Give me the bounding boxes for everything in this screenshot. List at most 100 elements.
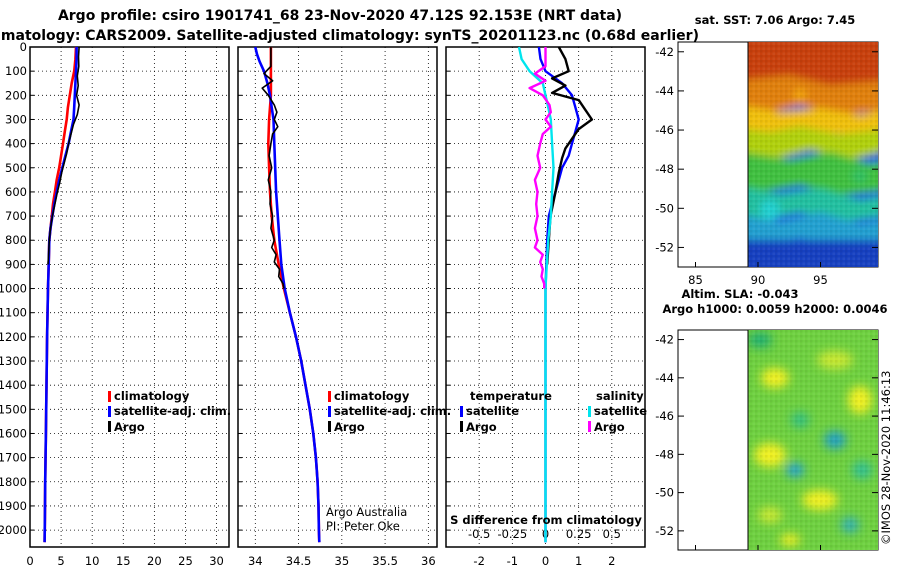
series-temperature-argo — [546, 46, 594, 265]
temperature-difference-tick-label: 0 — [542, 554, 549, 568]
legend-label-argo: Argo — [114, 420, 145, 434]
depth-tick-label: 1600 — [0, 426, 27, 440]
salinity-tick-label: 34 — [248, 554, 263, 568]
temperature-panel: 0100200300400500600700800900100011001200… — [0, 40, 231, 568]
depth-tick-label: 1100 — [0, 306, 27, 320]
lon-label: 90 — [751, 273, 766, 287]
salinity-series — [254, 46, 321, 543]
series-argo — [47, 46, 80, 265]
lat-label: -52 — [655, 524, 674, 538]
sla-title: Altim. SLA: -0.043 — [681, 287, 798, 301]
depth-tick-label: 1700 — [0, 451, 27, 465]
depth-tick-label: 0 — [20, 40, 27, 54]
lat-label: -44 — [655, 84, 674, 98]
legend-header-salinity: salinity — [596, 389, 644, 403]
depth-tick-label: 600 — [5, 185, 27, 199]
lat-label: -42 — [655, 333, 674, 347]
series-salinity-argo — [528, 47, 552, 289]
lat-label: -48 — [655, 162, 674, 176]
lon-label: 95 — [813, 273, 828, 287]
lon-label: 85 — [688, 273, 703, 287]
temperature-tick-label: 10 — [85, 554, 100, 568]
legend-label-climatology: climatology — [114, 389, 190, 403]
legend-swatch-satellite — [328, 406, 331, 417]
legend-label-salinity-argo: Argo — [594, 420, 625, 434]
depth-tick-label: 1800 — [0, 475, 27, 489]
salinity-tick-labels: 34 34.5 35 35.5 36 — [248, 554, 436, 568]
salinity-difference-tick-label: -0.25 — [497, 527, 527, 541]
salinity-panel: 34 34.5 35 35.5 36 climatology satellite-adj… — [237, 46, 451, 568]
lat-label: -50 — [655, 201, 674, 215]
salinity-grid — [238, 46, 437, 547]
legend-label-satellite: satellite-adj. clim. — [114, 404, 231, 418]
lat-label: -52 — [655, 240, 674, 254]
series-salinity-satellite — [517, 46, 555, 543]
salinity-tick-label: 34.5 — [286, 554, 312, 568]
salinity-frame — [237, 46, 438, 548]
sla-map: -42 -44 -46 -48 -50 -52 — [655, 329, 879, 551]
temperature-difference-tick-label: -1 — [507, 554, 518, 568]
temperature-difference-tick-label: 2 — [608, 554, 615, 568]
depth-tick-label: 700 — [5, 209, 27, 223]
temperature-difference-tick-labels: -2 -1 0 1 2 — [473, 554, 615, 568]
lat-label: -46 — [655, 409, 674, 423]
legend-swatch-salinity-argo — [588, 421, 591, 432]
difference-xlabel: S difference from climatology — [450, 513, 642, 527]
lat-label: -46 — [655, 123, 674, 137]
legend-swatch-argo — [328, 421, 331, 432]
imos-credit: ©IMOS 28-Nov-2020 11:46:13 — [879, 371, 893, 545]
legend-label-climatology: climatology — [334, 389, 410, 403]
legend-swatch-salinity-satellite — [588, 406, 591, 417]
difference-panel: -2 -1 0 1 2 -0.5 -0.25 0 0.25 0.5 temperature sa… — [445, 46, 647, 568]
depth-tick-labels: 0 100 200 300 400 500 600 700 800 900 1000 1100 1200… — [0, 40, 27, 537]
legend-header-temperature: temperature — [470, 389, 552, 403]
temperature-tick-label: 0 — [26, 554, 33, 568]
temperature-tick-label: 5 — [57, 554, 64, 568]
depth-tick-label: 100 — [5, 64, 27, 78]
sst-map: -42 -44 -46 -48 -50 -52 85 90 95 — [655, 41, 879, 287]
temperature-tick-labels: 0 5 10 15 20 25 30 — [26, 554, 224, 568]
series-climatology — [43, 46, 78, 543]
salinity-legend: climatology satellite-adj. clim. Argo — [328, 389, 451, 434]
temperature-difference-tick-label: -2 — [473, 554, 484, 568]
series-argo — [261, 47, 285, 289]
legend-label-argo: Argo — [334, 420, 365, 434]
lat-label: -50 — [655, 486, 674, 500]
depth-tick-label: 500 — [5, 161, 27, 175]
salinity-difference-tick-label: 0.5 — [603, 527, 621, 541]
salinity-tick-label: 36 — [421, 554, 436, 568]
temperature-tick-label: 25 — [178, 554, 193, 568]
depth-tick-label: 900 — [5, 257, 27, 271]
difference-legend: temperature salinity satellite Argo sate… — [460, 389, 647, 434]
temperature-legend: climatology satellite-adj. clim. Argo — [108, 389, 231, 434]
temperature-tick-label: 15 — [116, 554, 131, 568]
legend-swatch-satellite — [108, 406, 111, 417]
sst-title: sat. SST: 7.06 Argo: 7.45 — [695, 13, 855, 27]
depth-tick-label: 2000 — [0, 523, 27, 537]
lat-label: -42 — [655, 45, 674, 59]
temperature-tick-label: 30 — [209, 554, 224, 568]
title-line-2: Climatology: CARS2009. Satellite-adjuste… — [0, 28, 699, 44]
depth-tick-label: 1000 — [0, 282, 27, 296]
depth-tick-label: 1400 — [0, 378, 27, 392]
legend-label-temperature-argo: Argo — [466, 420, 497, 434]
legend-swatch-climatology — [108, 391, 111, 402]
salinity-difference-tick-label: -0.5 — [468, 527, 490, 541]
depth-tick-label: 800 — [5, 233, 27, 247]
legend-label-satellite: satellite-adj. clim. — [334, 404, 451, 418]
temperature-frame — [29, 46, 230, 548]
temperature-series — [43, 46, 80, 543]
legend-swatch-climatology — [328, 391, 331, 402]
legend-swatch-temperature-argo — [460, 421, 463, 432]
depth-tick-label: 300 — [5, 112, 27, 126]
legend-swatch-argo — [108, 421, 111, 432]
depth-tick-label: 200 — [5, 88, 27, 102]
depth-tick-label: 1300 — [0, 354, 27, 368]
depth-tick-label: 400 — [5, 137, 27, 151]
pi-label: PI: Peter Oke — [326, 519, 400, 533]
title-line-1: Argo profile: csiro 1901741_68 23-Nov-20… — [58, 8, 622, 24]
salinity-tick-label: 35 — [335, 554, 350, 568]
depth-tick-label: 1200 — [0, 330, 27, 344]
argo-australia-label: Argo Australia — [326, 505, 407, 519]
